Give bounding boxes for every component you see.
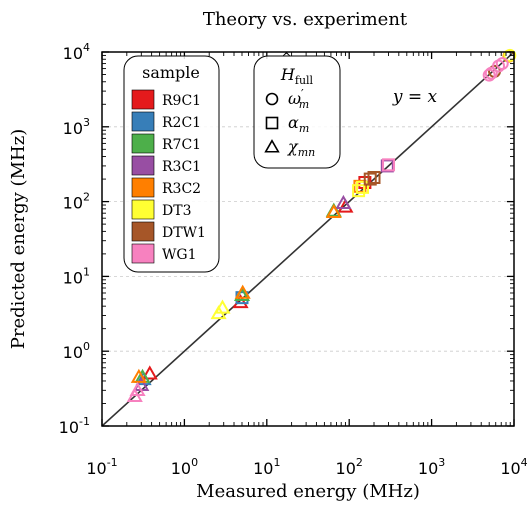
legend-swatch-dt3	[131, 199, 155, 220]
data-point-r9c1-triangle	[141, 365, 158, 380]
legend-swatch-r3c2	[131, 177, 155, 198]
legend-label-r2c1: R2C1	[162, 115, 201, 131]
data-point-dt3-circle	[503, 48, 517, 62]
data-point-wg1-triangle	[129, 381, 146, 397]
legend-label-wg1: WG1	[162, 247, 196, 263]
data-point-dtw1-square	[367, 170, 381, 184]
x-tick-label: 102	[336, 456, 363, 478]
data-point-dt3-square	[352, 184, 366, 198]
data-point-r3c2-triangle	[325, 203, 342, 219]
y-axis-ticks: 10-1 100 101 102 103 104	[59, 41, 514, 437]
data-point-r3c1-triangle	[335, 194, 352, 210]
data-point-r3c1-square	[380, 159, 394, 173]
legend-swatch-dtw1	[131, 221, 155, 242]
chart-title: Theory vs. experiment	[203, 9, 408, 30]
ref-label-var: x	[428, 87, 438, 107]
reference-line-y-equals-x	[101, 51, 515, 427]
data-point-dt3-square	[355, 180, 369, 194]
y-tick-label: 103	[63, 116, 90, 138]
ref-label-eq: =	[402, 87, 427, 107]
x-tick-label: 10-1	[86, 456, 117, 478]
legend-samples: sample R9C1 R2C1 R7C1 R3C1 R3C2 DT3 DTW1 WG1	[123, 55, 220, 273]
ref-label-base: y	[392, 87, 403, 107]
reference-line-label: y = x	[392, 87, 438, 107]
legend-label-r3c1: R3C1	[162, 159, 201, 175]
legend-label-r3c2: R3C2	[162, 181, 201, 197]
legend-markers-title: Hfull	[280, 65, 314, 87]
y-tick-label: 101	[63, 265, 90, 287]
y-axis-label: Predicted energy (MHz)	[8, 129, 29, 349]
legend-swatch-r2c1	[131, 111, 155, 132]
data-points	[126, 48, 517, 402]
legend-swatch-r9c1	[131, 89, 155, 110]
legend-swatch-r3c1	[131, 155, 155, 176]
data-point-wg1-circle	[484, 66, 498, 80]
legend-marker-label-triangle: χmn	[287, 137, 315, 159]
hat-accent: ^	[281, 51, 292, 66]
data-point-dtw1-square	[363, 172, 377, 186]
data-point-dt3-triangle	[214, 299, 231, 314]
data-point-wg1-circle	[482, 68, 496, 82]
x-axis-ticks: 10-1 100 101 102 103 104	[86, 52, 528, 478]
legend-swatch-wg1	[131, 243, 155, 264]
x-tick-label: 100	[171, 456, 198, 478]
legend-marker-triangle-icon	[264, 139, 280, 153]
legend-label-dt3: DT3	[162, 203, 191, 219]
y-tick-label: 104	[63, 41, 90, 63]
x-tick-label: 103	[418, 456, 445, 478]
y-tick-label: 102	[63, 191, 90, 213]
legend-marker-circle-icon	[265, 92, 279, 106]
x-tick-label: 104	[500, 456, 527, 478]
legend-markers-title-base: H	[280, 65, 296, 84]
data-point-wg1-square	[382, 158, 396, 172]
legend-marker-label-circle: ω′ m	[288, 87, 309, 111]
data-point-wg1-circle	[495, 57, 509, 71]
legend-label-r9c1: R9C1	[162, 93, 201, 109]
plot-frame	[101, 51, 515, 427]
legend-marker-square-icon	[265, 116, 279, 130]
legend-swatch-r7c1	[131, 133, 155, 154]
legend-marker-label-square: αm	[288, 113, 309, 135]
legend-samples-title: sample	[142, 63, 200, 82]
legend-markers-box	[253, 55, 341, 169]
legend-markers-title-sub: full	[295, 74, 314, 87]
legend-label-r7c1: R7C1	[162, 137, 201, 153]
x-axis-label: Measured energy (MHz)	[196, 481, 420, 502]
y-tick-label: 100	[63, 340, 90, 362]
data-point-r3c2-square	[353, 179, 367, 193]
data-point-r3c2-triangle	[234, 284, 251, 299]
x-tick-label: 101	[253, 456, 280, 478]
legend-label-dtw1: DTW1	[162, 225, 206, 241]
y-tick-label: 10-1	[59, 415, 90, 437]
data-point-r3c2-triangle	[130, 368, 147, 383]
